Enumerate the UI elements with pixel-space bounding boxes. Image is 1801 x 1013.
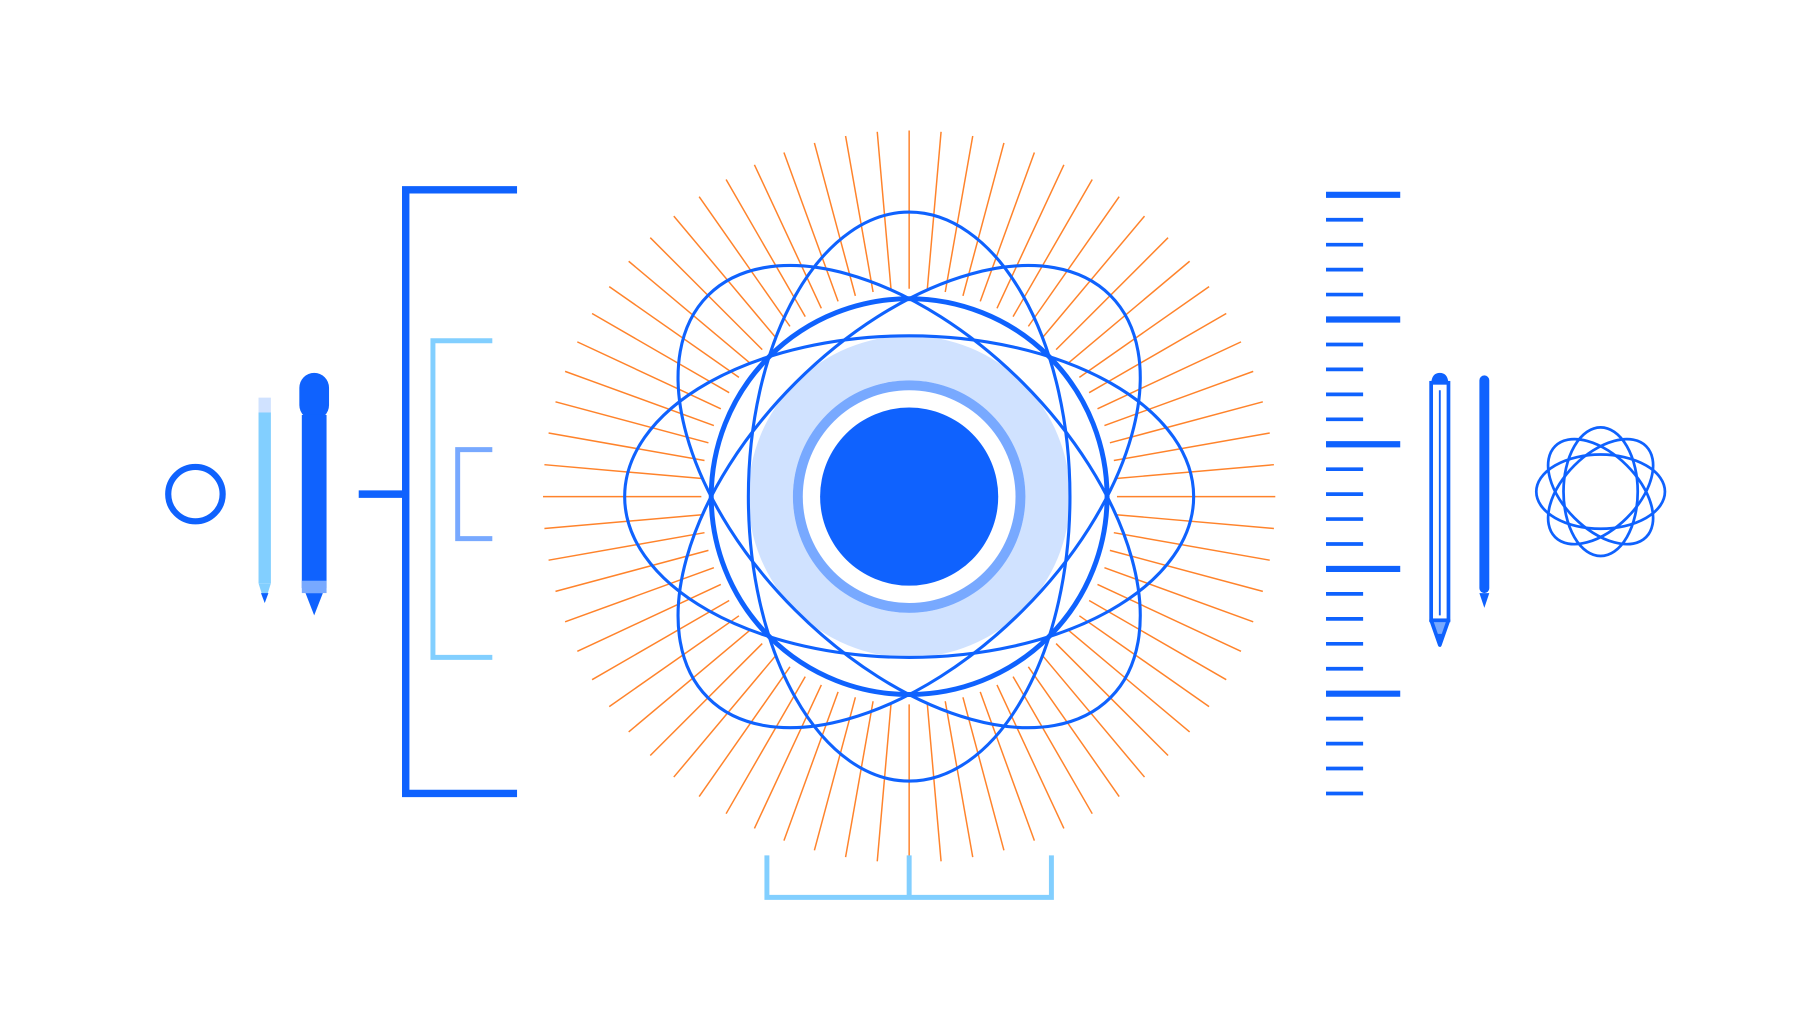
pencil-cyan-icon [259, 398, 271, 603]
center-atom [543, 130, 1275, 862]
ray-line [1104, 568, 1253, 622]
ray-line [784, 153, 838, 302]
ray-line [877, 132, 891, 290]
ray-line [1116, 515, 1274, 529]
ray-line [1114, 533, 1270, 560]
left-bracket-large [359, 190, 517, 794]
ray-line [945, 701, 972, 857]
ray-line [565, 568, 714, 622]
ray-line [1114, 433, 1270, 460]
ruler-icon [1326, 195, 1400, 794]
ray-line [544, 515, 702, 529]
left-circle-icon [168, 467, 222, 521]
ray-line [544, 465, 702, 479]
ray-line [945, 136, 972, 292]
pen-thin-icon [1479, 375, 1489, 608]
ray-line [927, 132, 941, 290]
left-bracket-small [458, 450, 493, 539]
left-bracket-medium [433, 341, 492, 658]
ray-line [980, 153, 1034, 302]
bottom-bracket [767, 855, 1051, 897]
ray-line [784, 692, 838, 841]
ray-line [549, 433, 705, 460]
ray-line [846, 136, 873, 292]
diagram-canvas [0, 0, 1801, 1013]
atom-small-icon [1529, 420, 1672, 563]
marker-icon [299, 373, 329, 615]
ray-line [927, 704, 941, 862]
ray-line [846, 701, 873, 857]
ray-line [1104, 371, 1253, 425]
ray-line [980, 692, 1034, 841]
ray-line [877, 704, 891, 862]
core-circle [820, 408, 998, 586]
ray-line [565, 371, 714, 425]
ray-line [549, 533, 705, 560]
pencil-outline-icon [1431, 373, 1448, 645]
ray-line [1116, 465, 1274, 479]
